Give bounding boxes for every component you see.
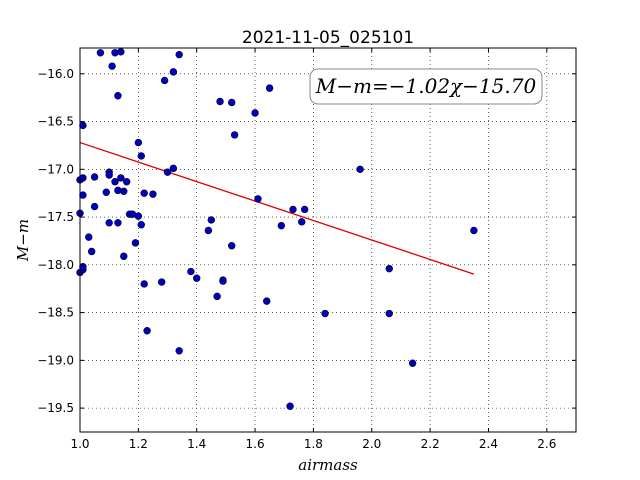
- y-tick-label: −16.0: [37, 67, 74, 81]
- data-point: [96, 49, 105, 57]
- axis-ticks: [79, 48, 576, 432]
- data-point: [408, 359, 417, 367]
- x-tick-label: 1.0: [70, 437, 89, 451]
- data-point: [134, 138, 143, 147]
- data-points: [76, 48, 478, 410]
- x-tick-label: 1.2: [129, 437, 148, 451]
- data-point: [228, 98, 236, 107]
- data-point: [117, 48, 125, 56]
- data-point: [175, 347, 183, 355]
- data-point: [87, 247, 96, 256]
- x-axis-label: airmass: [298, 456, 358, 474]
- data-point: [131, 239, 140, 247]
- data-point: [213, 292, 221, 301]
- data-point: [79, 121, 87, 130]
- data-point: [114, 92, 122, 100]
- data-point: [140, 189, 148, 197]
- data-point: [187, 267, 195, 276]
- x-tick-label: 1.6: [246, 437, 265, 451]
- data-point: [149, 190, 157, 198]
- data-point: [137, 221, 145, 229]
- data-point: [216, 97, 224, 106]
- y-tick-label: −19.5: [37, 401, 74, 415]
- annotation-box: [309, 68, 543, 105]
- y-tick-label: −18.0: [37, 258, 74, 272]
- data-point: [120, 252, 128, 260]
- data-point: [265, 84, 274, 92]
- data-point: [385, 309, 393, 318]
- x-tick-label: 2.4: [479, 437, 498, 451]
- data-point: [219, 277, 227, 285]
- data-point: [114, 219, 122, 227]
- data-point: [108, 62, 116, 70]
- data-point: [207, 216, 215, 224]
- fit-line: [79, 141, 475, 275]
- y-tick-label: −17.5: [37, 210, 74, 224]
- plot-area: [80, 48, 576, 432]
- fit-annotation: M−m=−1.02χ−15.70: [309, 68, 543, 105]
- data-point: [79, 191, 87, 199]
- data-point: [111, 178, 119, 186]
- data-point: [137, 152, 145, 160]
- data-point: [263, 297, 271, 305]
- y-tick-labels: −16.0 −16.5 −17.0 −17.5 −18.0 −18.5 −19.0 −19.5: [37, 67, 74, 415]
- data-point: [105, 171, 113, 179]
- x-tick-label: 2.2: [421, 437, 440, 451]
- data-point: [204, 226, 213, 235]
- data-point: [90, 173, 99, 181]
- x-tick-label: 1.8: [304, 437, 323, 451]
- data-point: [169, 68, 178, 76]
- data-point: [140, 280, 148, 288]
- y-tick-label: −16.5: [37, 115, 74, 129]
- data-point: [298, 218, 306, 226]
- data-point: [193, 274, 201, 282]
- data-point: [470, 226, 478, 235]
- chart-title: 2021-11-05_025101: [242, 28, 414, 48]
- data-point: [105, 219, 113, 227]
- data-point: [277, 221, 286, 230]
- data-point: [385, 264, 393, 273]
- data-point: [134, 212, 143, 220]
- data-point: [102, 188, 110, 196]
- data-point: [289, 205, 297, 214]
- data-point: [120, 187, 128, 195]
- y-tick-label: −18.5: [37, 306, 74, 320]
- x-tick-labels: 1.0 1.2 1.4 1.6 1.8 2.0 2.2 2.4 2.6: [70, 437, 556, 451]
- data-point: [79, 174, 87, 182]
- data-point: [117, 174, 125, 182]
- x-tick-label: 2.0: [362, 437, 381, 451]
- data-point: [254, 195, 262, 203]
- y-axis-label: M−m: [14, 219, 32, 262]
- fit-equation: M−m=−1.02χ−15.70: [315, 74, 537, 98]
- data-point: [157, 278, 166, 286]
- data-point: [143, 327, 151, 335]
- data-point: [321, 309, 329, 318]
- data-point: [160, 76, 169, 85]
- x-tick-label: 1.4: [187, 437, 206, 451]
- data-point: [356, 165, 364, 174]
- x-tick-label: 2.6: [537, 437, 556, 451]
- data-point: [85, 233, 93, 241]
- y-tick-label: −17.0: [37, 162, 74, 176]
- fit-line-layer: [79, 141, 475, 275]
- data-point: [286, 402, 294, 410]
- plot-frame: [79, 47, 577, 433]
- data-point: [163, 168, 172, 176]
- data-point: [300, 205, 309, 214]
- data-point: [175, 50, 183, 59]
- y-tick-label: −19.0: [37, 353, 74, 367]
- data-point: [122, 178, 131, 186]
- data-point: [230, 131, 239, 139]
- data-point: [169, 164, 178, 173]
- data-point: [228, 242, 236, 250]
- data-point: [90, 202, 99, 211]
- data-point: [251, 109, 259, 117]
